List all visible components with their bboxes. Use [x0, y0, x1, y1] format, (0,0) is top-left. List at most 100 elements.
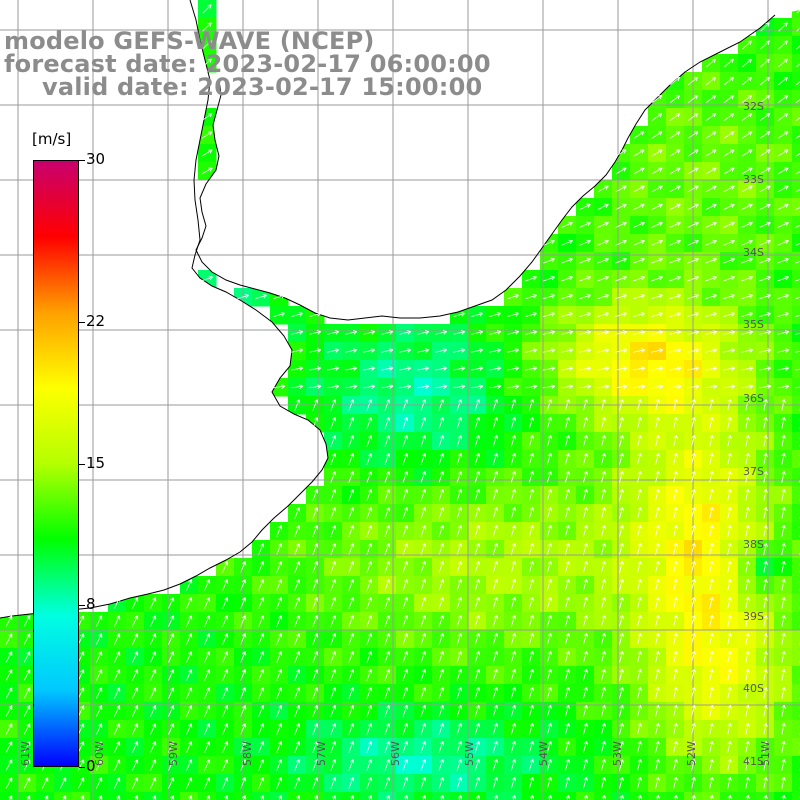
wind-arrow	[96, 705, 103, 717]
wind-arrow	[745, 578, 750, 591]
wind-arrow	[651, 384, 664, 389]
wind-arrow	[655, 398, 660, 411]
wind-arrow	[474, 543, 481, 555]
wind-arrow	[438, 579, 445, 591]
longitude-label: 61W	[19, 741, 32, 766]
wind-arrow	[543, 384, 556, 389]
wind-arrow	[438, 507, 445, 519]
wind-arrow	[673, 578, 678, 591]
wind-arrow	[651, 185, 663, 193]
wind-arrow	[759, 384, 772, 389]
wind-cell	[792, 450, 800, 469]
wind-arrow	[402, 687, 409, 699]
wind-arrow	[201, 113, 213, 121]
wind-arrow	[705, 167, 717, 175]
wind-arrow	[132, 615, 139, 627]
wind-arrow	[600, 506, 606, 519]
wind-arrow	[474, 507, 481, 519]
wind-arrow	[312, 687, 319, 699]
wind-arrow	[745, 470, 750, 483]
wind-cell	[792, 234, 800, 253]
wind-arrow	[543, 257, 555, 264]
wind-arrow	[763, 668, 768, 681]
wind-arrow	[222, 597, 229, 609]
wind-arrow	[528, 488, 534, 501]
wind-arrow	[309, 366, 322, 371]
wind-arrow	[330, 705, 337, 717]
wind-arrow	[705, 221, 717, 228]
longitude-label: 55W	[463, 741, 476, 766]
wind-arrow	[291, 312, 304, 317]
wind-arrow	[745, 398, 750, 411]
wind-arrow	[453, 330, 466, 335]
wind-arrow	[309, 312, 322, 317]
wind-arrow	[651, 113, 663, 121]
wind-arrow	[795, 242, 800, 246]
wind-arrow	[510, 614, 516, 627]
wind-arrow	[741, 257, 753, 264]
wind-arrow	[96, 741, 103, 753]
wind-arrow	[637, 506, 642, 519]
wind-arrow	[294, 579, 301, 591]
wind-arrow	[276, 561, 283, 573]
longitude-label: 51W	[759, 741, 772, 766]
wind-arrow	[453, 348, 466, 353]
latitude-label: 32S	[743, 100, 764, 113]
wind-arrow	[651, 330, 664, 335]
wind-arrow	[709, 668, 714, 681]
wind-arrow	[363, 384, 376, 389]
wind-arrow	[723, 203, 735, 211]
wind-arrow	[795, 368, 800, 371]
wind-arrow	[600, 470, 606, 483]
wind-arrow	[546, 596, 552, 609]
wind-arrow	[727, 470, 732, 483]
wind-arrow	[150, 651, 157, 663]
wind-arrow	[510, 632, 516, 645]
latitude-label: 40S	[743, 682, 764, 695]
wind-arrow	[723, 312, 736, 317]
wind-arrow	[781, 416, 786, 429]
wind-arrow	[781, 398, 786, 411]
wind-arrow	[582, 524, 588, 537]
wind-arrow	[510, 686, 516, 699]
wind-arrow	[168, 615, 175, 627]
wind-arrow	[637, 686, 642, 699]
wind-arrow	[763, 452, 768, 465]
wind-arrow	[582, 632, 588, 645]
wind-arrow	[723, 94, 735, 103]
wind-arrow	[615, 275, 627, 282]
wind-arrow	[763, 614, 768, 627]
wind-arrow	[727, 434, 732, 447]
wind-cell	[792, 162, 800, 181]
wind-arrow	[5, 687, 13, 699]
wind-arrow	[633, 330, 646, 335]
wind-arrow	[543, 294, 556, 300]
wind-arrow	[669, 257, 681, 264]
legend-tick-mark	[79, 321, 85, 323]
wind-arrow	[781, 434, 786, 447]
wind-arrow	[327, 366, 340, 371]
wind-arrow	[348, 579, 355, 591]
wind-arrow	[687, 330, 700, 335]
legend-tick-label: 8	[86, 595, 96, 614]
wind-arrow	[795, 171, 800, 175]
wind-arrow	[240, 723, 247, 735]
wind-arrow	[543, 312, 556, 317]
wind-arrow	[96, 651, 103, 663]
wind-arrow	[420, 579, 427, 591]
coastline	[0, 0, 776, 619]
wind-arrow	[474, 471, 481, 483]
wind-arrow	[77, 651, 85, 663]
wind-arrow	[561, 294, 574, 300]
wind-arrow	[402, 399, 409, 411]
wind-arrow	[705, 330, 718, 335]
wind-arrow	[240, 615, 247, 627]
wind-arrow	[564, 668, 570, 681]
wind-arrow	[691, 398, 696, 411]
wind-arrow	[456, 435, 463, 447]
wind-arrow	[763, 470, 768, 483]
wind-arrow	[312, 417, 319, 429]
wind-arrow	[438, 705, 445, 717]
wind-arrow	[673, 398, 678, 411]
